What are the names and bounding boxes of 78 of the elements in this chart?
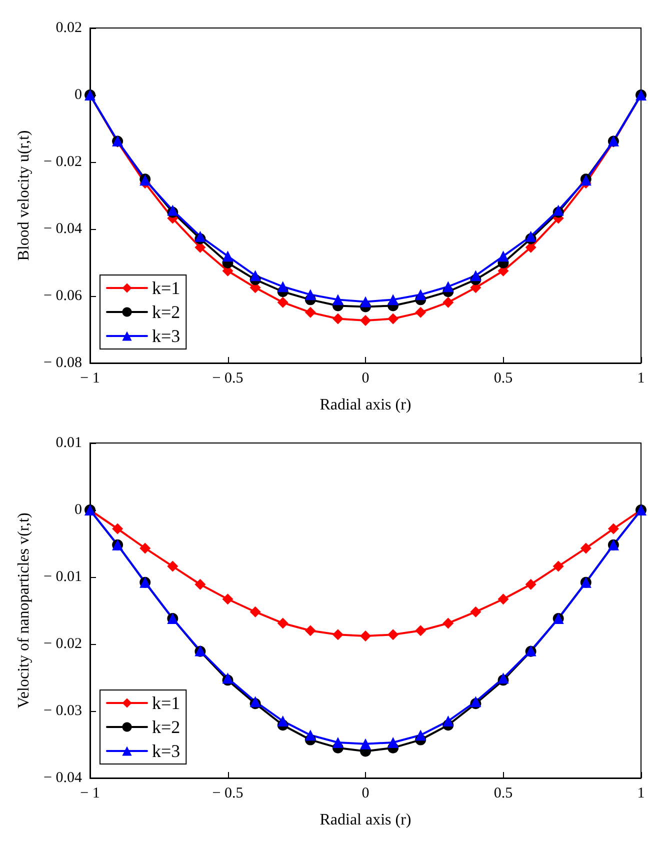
y-tick-label: − 0.04 [44, 770, 82, 786]
point [304, 306, 316, 318]
point [388, 313, 399, 324]
legend-label: k=3 [152, 326, 180, 346]
point [415, 289, 426, 300]
x-tick-label: − 1 [80, 786, 100, 802]
y-tick-label: − 0.04 [44, 221, 82, 237]
x-tick-label: 1 [637, 786, 645, 802]
point [304, 625, 316, 636]
point [194, 578, 206, 590]
point [277, 296, 288, 308]
point [332, 294, 344, 306]
y-tick-label: − 0.06 [44, 288, 82, 304]
y-tick-label: 0 [74, 87, 82, 103]
y-axis-title: Velocity of nanoparticles v(r,t) [16, 512, 32, 708]
x-tick-label: − 1 [80, 370, 100, 386]
point [332, 629, 344, 640]
point [332, 313, 344, 324]
x-tick-label: 0.5 [494, 370, 513, 386]
point [388, 294, 399, 306]
point [470, 606, 482, 618]
point [112, 523, 124, 534]
legend-label: k=2 [152, 302, 180, 322]
y-tick-label: − 0.02 [44, 636, 82, 652]
point [388, 629, 399, 640]
y-tick-label: − 0.02 [44, 154, 82, 170]
point [250, 606, 261, 618]
point [304, 289, 316, 300]
point [167, 560, 178, 572]
point [332, 736, 344, 748]
x-tick-label: − 0.5 [212, 370, 244, 386]
point [442, 296, 454, 308]
point [277, 281, 288, 292]
point [442, 618, 454, 629]
point [552, 560, 564, 572]
y-tick-label: 0.01 [56, 435, 82, 451]
y-tick-label: − 0.01 [44, 569, 82, 585]
point [415, 306, 426, 318]
x-tick-label: 1 [637, 370, 645, 386]
y-tick-label: 0 [74, 502, 82, 518]
y-tick-label: 0.02 [56, 20, 82, 36]
point [580, 542, 592, 554]
point [360, 738, 371, 750]
point [360, 314, 371, 326]
point [498, 594, 509, 605]
point [222, 250, 234, 262]
point [194, 230, 206, 242]
point [470, 270, 482, 282]
point [442, 716, 454, 727]
x-tick-label: − 0.5 [212, 786, 244, 802]
x-tick-label: 0 [362, 370, 370, 386]
y-axis-title: Blood velocity u(r,t) [16, 130, 32, 261]
point [360, 630, 371, 642]
point [415, 730, 426, 741]
y-tick-label: − 0.03 [44, 703, 82, 719]
point [415, 625, 426, 636]
legend-label: k=1 [152, 278, 180, 298]
point [388, 736, 399, 748]
point [608, 523, 619, 534]
point [442, 281, 454, 292]
point [360, 296, 371, 308]
point [277, 716, 288, 727]
point [525, 230, 536, 242]
point [498, 250, 509, 262]
x-tick-label: 0 [362, 786, 370, 802]
x-axis-title: Radial axis (r) [320, 812, 412, 828]
point [250, 270, 261, 282]
point [277, 618, 288, 629]
point [222, 594, 234, 605]
legend-label: k=1 [152, 693, 180, 713]
point [525, 578, 536, 590]
x-axis-title: Radial axis (r) [320, 396, 412, 414]
point [304, 730, 316, 741]
point [140, 542, 151, 554]
y-tick-label: − 0.08 [44, 355, 82, 371]
x-tick-label: 0.5 [494, 786, 513, 802]
legend-label: k=3 [152, 741, 180, 761]
legend-label: k=2 [152, 717, 180, 737]
